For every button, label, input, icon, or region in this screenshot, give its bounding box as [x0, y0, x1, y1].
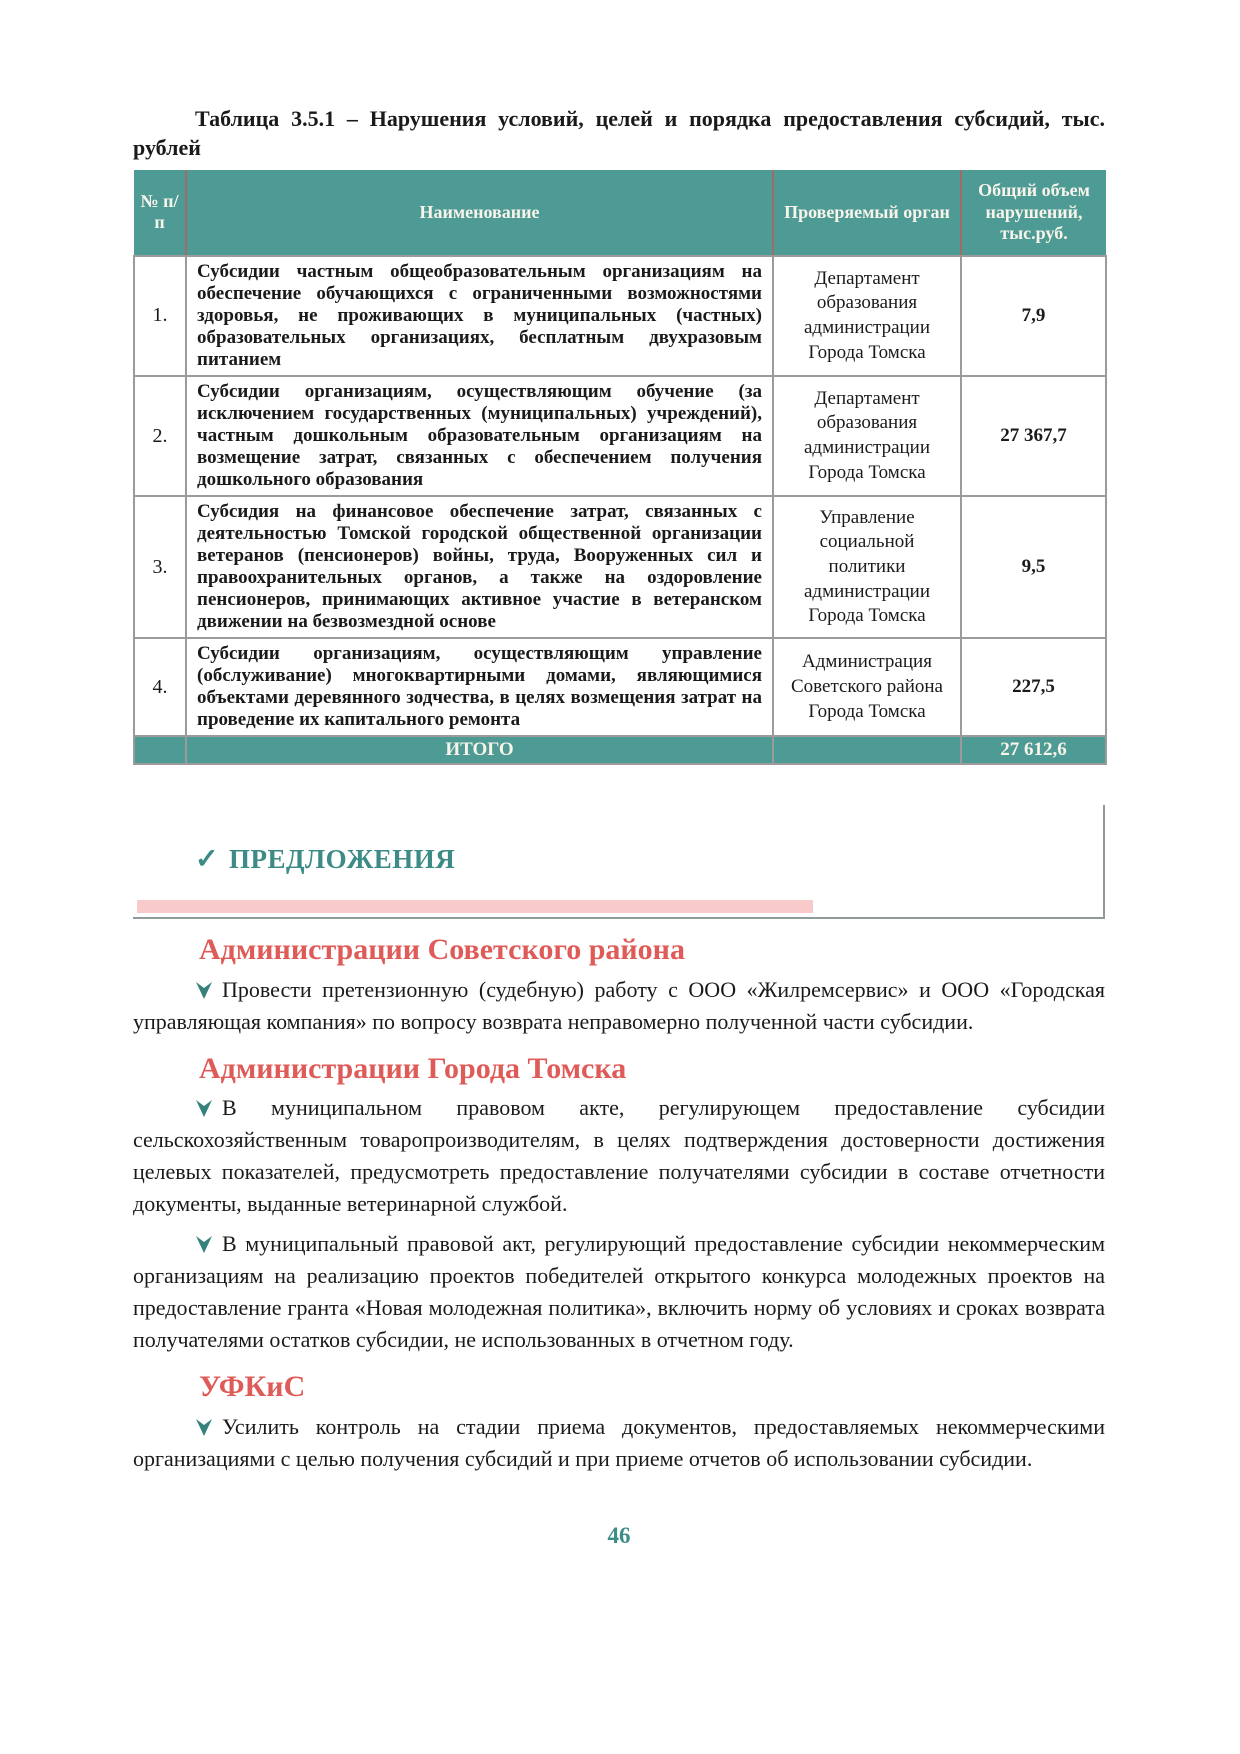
table-row: 4. Субсидии организациям, осуществляющим… — [133, 637, 1107, 738]
pink-underline-bar — [137, 900, 813, 914]
row-amount: 9,5 — [960, 495, 1107, 640]
row-number: 4. — [133, 637, 187, 738]
page-content: Таблица 3.5.1 – Нарушения условий, целей… — [133, 104, 1107, 1549]
row-amount: 227,5 — [960, 637, 1107, 738]
down-arrow-icon — [196, 981, 212, 999]
check-icon: ✓ — [195, 844, 219, 876]
row-amount: 7,9 — [960, 254, 1107, 378]
proposal-text: В муниципальном правовом акте, регулирую… — [133, 1095, 1105, 1217]
row-name: Субсидии организациям, осуществляющим об… — [185, 374, 774, 498]
col-header-name: Наименование — [185, 170, 773, 257]
table-row: 2. Субсидии организациям, осуществляющим… — [133, 374, 1107, 498]
total-value: 27 612,6 — [960, 735, 1107, 766]
row-organ: Департамент образования администрации Го… — [772, 374, 962, 498]
row-organ: Администрация Советского района Города Т… — [772, 637, 962, 738]
row-name: Субсидии частным общеобразовательным орг… — [185, 254, 774, 378]
table-header: № п/п Наименование Проверяемый орган Общ… — [134, 170, 1106, 257]
table-total-row: ИТОГО 27 612,6 — [133, 735, 1107, 766]
row-number: 2. — [133, 374, 187, 498]
down-arrow-icon — [196, 1418, 212, 1436]
row-name: Субсидия на финансовое обеспечение затра… — [185, 495, 774, 640]
row-organ: Управление социальной политики администр… — [772, 495, 962, 640]
row-number: 1. — [133, 254, 187, 378]
proposal-paragraph: В муниципальный правовой акт, регулирующ… — [133, 1228, 1105, 1356]
down-arrow-icon — [196, 1236, 212, 1254]
down-arrow-icon — [196, 1100, 212, 1118]
col-header-num: № п/п — [134, 170, 186, 257]
table-caption: Таблица 3.5.1 – Нарушения условий, целей… — [133, 106, 1105, 161]
row-organ: Департамент образования администрации Го… — [772, 254, 962, 378]
proposal-paragraph: Усилить контроль на стадии приема докуме… — [133, 1411, 1105, 1475]
violations-table: № п/п Наименование Проверяемый орган Общ… — [133, 170, 1107, 766]
page-number: 46 — [607, 1522, 631, 1548]
col-header-organ: Проверяемый орган — [772, 170, 961, 257]
table-row: 3. Субсидия на финансовое обеспечение за… — [133, 495, 1107, 640]
section-title-tomsk-city: Администрации Города Томска — [199, 1051, 627, 1085]
proposals-heading: ✓ ПРЕДЛОЖЕНИЯ — [195, 845, 1103, 876]
total-label: ИТОГО — [185, 735, 774, 766]
proposal-paragraph: В муниципальном правовом акте, регулирую… — [133, 1092, 1105, 1220]
proposals-heading-label: ПРЕДЛОЖЕНИЯ — [228, 844, 456, 875]
col-header-amount: Общий объем нарушений, тыс.руб. — [960, 170, 1106, 257]
proposal-text: Усилить контроль на стадии приема докуме… — [133, 1413, 1105, 1471]
proposals-section-box: ✓ ПРЕДЛОЖЕНИЯ — [133, 805, 1105, 920]
proposal-paragraph: Провести претензионную (судебную) работу… — [133, 974, 1105, 1038]
table-header-row: № п/п Наименование Проверяемый орган Общ… — [134, 170, 1106, 257]
table-row: 1. Субсидии частным общеобразовательным … — [133, 254, 1107, 378]
row-number: 3. — [133, 495, 187, 640]
total-empty-cell — [772, 735, 962, 766]
proposal-text: Провести претензионную (судебную) работу… — [133, 976, 1105, 1034]
row-amount: 27 367,7 — [960, 374, 1107, 498]
proposal-text: В муниципальный правовой акт, регулирующ… — [133, 1231, 1105, 1353]
total-empty-cell — [133, 735, 187, 766]
section-title-ufkis: УФКиС — [199, 1370, 306, 1404]
row-name: Субсидии организациям, осуществляющим уп… — [185, 637, 774, 738]
section-title-sovetsky-district: Администрации Советского района — [199, 933, 685, 967]
